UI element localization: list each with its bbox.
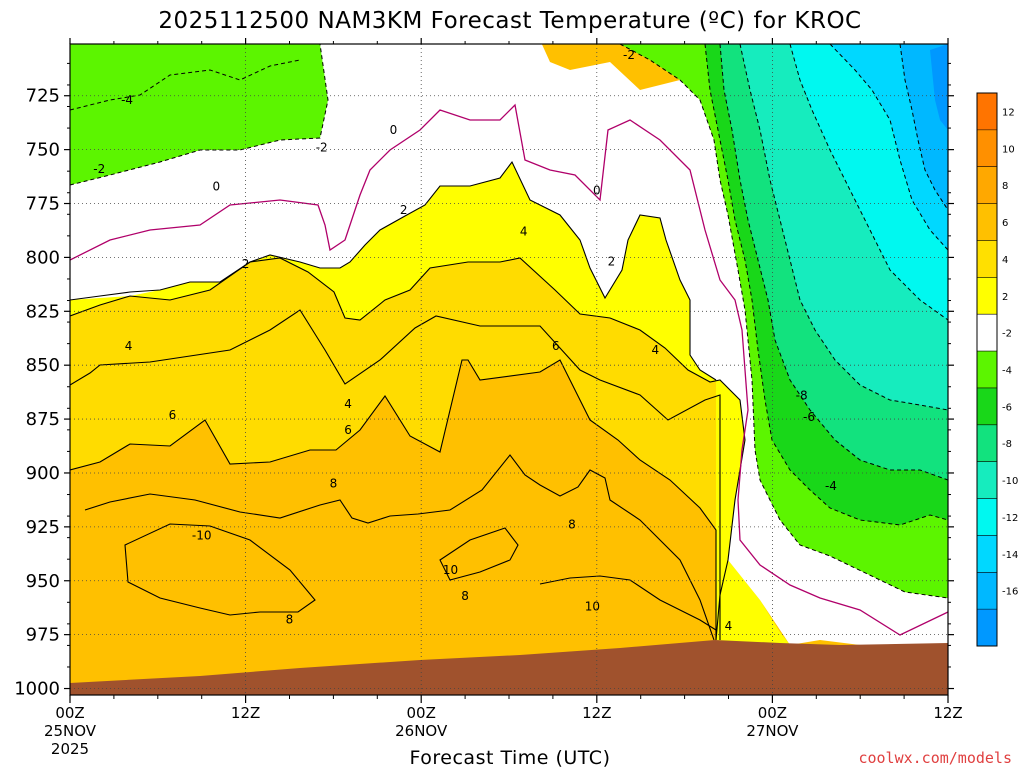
chart-title: 2025112500 NAM3KM Forecast Temperature (… xyxy=(158,8,861,34)
colorbar-label: 12 xyxy=(1002,107,1015,118)
terrain xyxy=(70,640,948,695)
contour-label: 10 xyxy=(443,563,458,577)
y-tick-label: 825 xyxy=(26,301,60,322)
colorbar-swatch xyxy=(977,166,997,205)
contour-label: 8 xyxy=(286,613,294,627)
contour-line-zero xyxy=(70,103,948,636)
colorbar-label: -8 xyxy=(1002,439,1012,450)
contour-label: -2 xyxy=(623,48,635,62)
contour-label: 4 xyxy=(125,339,133,353)
colorbar-label: 4 xyxy=(1002,255,1008,266)
colorbar-swatch xyxy=(977,277,997,315)
colorbar-swatch xyxy=(977,498,997,536)
y-tick-label: 800 xyxy=(26,247,60,268)
colorbar-swatch xyxy=(977,461,997,500)
contour-label: -8 xyxy=(796,388,808,402)
colorbar-swatch xyxy=(977,572,997,610)
contour-label: 2 xyxy=(608,255,616,269)
colorbar-swatch xyxy=(977,314,997,352)
colorbar-label: -10 xyxy=(1002,476,1018,487)
colorbar-label: 6 xyxy=(1002,218,1008,229)
colorbar-swatch xyxy=(977,424,997,463)
contour-label: 4 xyxy=(344,397,352,411)
x-axis-label: Forecast Time (UTC) xyxy=(410,747,611,768)
contour-label: -4 xyxy=(121,93,133,107)
y-tick-label: 1000 xyxy=(14,679,60,700)
colorbar-swatch xyxy=(977,240,997,278)
contour-label: 2 xyxy=(242,257,250,271)
contour-label: 0 xyxy=(593,184,601,198)
y-tick-label: 875 xyxy=(26,409,60,430)
y-tick-label: 775 xyxy=(26,194,60,215)
x-tick-date: 26NOV xyxy=(395,722,448,740)
x-tick-date: 27NOV xyxy=(746,722,799,740)
y-tick-label: 975 xyxy=(26,625,60,646)
colorbar-swatch xyxy=(977,535,997,573)
y-tick-label: 725 xyxy=(26,86,60,107)
colorbar: 12 10 8 6 4 2 -2 -4 -6 -8 -10 -12 -14 -16 xyxy=(976,92,1018,647)
x-tick-label: 00Z xyxy=(55,704,84,722)
colorbar-swatch xyxy=(977,129,997,168)
colorbar-swatch xyxy=(977,203,997,241)
contour-label: 6 xyxy=(344,423,352,437)
contour-label: 2 xyxy=(400,203,408,217)
x-tick-label: 00Z xyxy=(407,704,436,722)
contour-label: 4 xyxy=(520,225,528,239)
fill-band-6-8 xyxy=(70,360,716,695)
y-tick-label: 750 xyxy=(26,140,60,161)
x-tick-date: 25NOV xyxy=(44,722,97,740)
colorbar-label: -14 xyxy=(1002,550,1018,561)
colorbar-label: 2 xyxy=(1002,292,1008,303)
contour-label: -2 xyxy=(93,162,105,176)
colorbar-label: 8 xyxy=(1002,181,1008,192)
colorbar-label: -16 xyxy=(1002,587,1018,598)
fill-band-near-zero xyxy=(70,44,948,650)
contour-label: 8 xyxy=(330,477,338,491)
y-tick-label: 850 xyxy=(26,355,60,376)
x-tick-year: 2025 xyxy=(51,740,89,758)
colorbar-label: -4 xyxy=(1002,366,1012,377)
x-tick-label: 12Z xyxy=(933,704,962,722)
y-tick-label: 925 xyxy=(26,517,60,538)
y-tick-label: 950 xyxy=(26,571,60,592)
contour-label: 6 xyxy=(552,339,560,353)
fill-band-below-minus16 xyxy=(930,44,948,130)
contour-label: -10 xyxy=(192,528,212,542)
contour-label: 4 xyxy=(652,343,660,357)
colorbar-swatch xyxy=(977,93,997,131)
contour-lines-warm xyxy=(70,160,746,641)
contour-label: 8 xyxy=(461,589,469,603)
contour-label: 0 xyxy=(213,179,221,193)
colorbar-swatch xyxy=(977,387,997,426)
fill-yellow-upper xyxy=(70,162,716,382)
contour-label: -6 xyxy=(803,410,815,424)
x-tick-label: 12Z xyxy=(582,704,611,722)
contour-label: 10 xyxy=(585,600,600,614)
y-tick-label: 900 xyxy=(26,463,60,484)
contour-label: -4 xyxy=(825,479,837,493)
x-tick-label: 00Z xyxy=(758,704,787,722)
contour-label: -2 xyxy=(316,140,328,154)
x-tick-label: 12Z xyxy=(231,704,260,722)
credit-text: coolwx.com/models xyxy=(858,749,1012,767)
contour-lines-cold xyxy=(70,44,948,599)
contour-label: 8 xyxy=(568,518,576,532)
colorbar-frame xyxy=(976,92,998,647)
contour-label: 0 xyxy=(390,123,398,137)
colorbar-label: -6 xyxy=(1002,402,1012,413)
colorbar-swatch xyxy=(977,609,997,647)
colorbar-label: 10 xyxy=(1002,144,1015,155)
colorbar-swatch xyxy=(977,351,997,389)
contour-label: 4 xyxy=(725,619,733,633)
contour-label: 6 xyxy=(169,408,177,422)
colorbar-label: -2 xyxy=(1002,329,1012,340)
colorbar-label: -12 xyxy=(1002,513,1018,524)
